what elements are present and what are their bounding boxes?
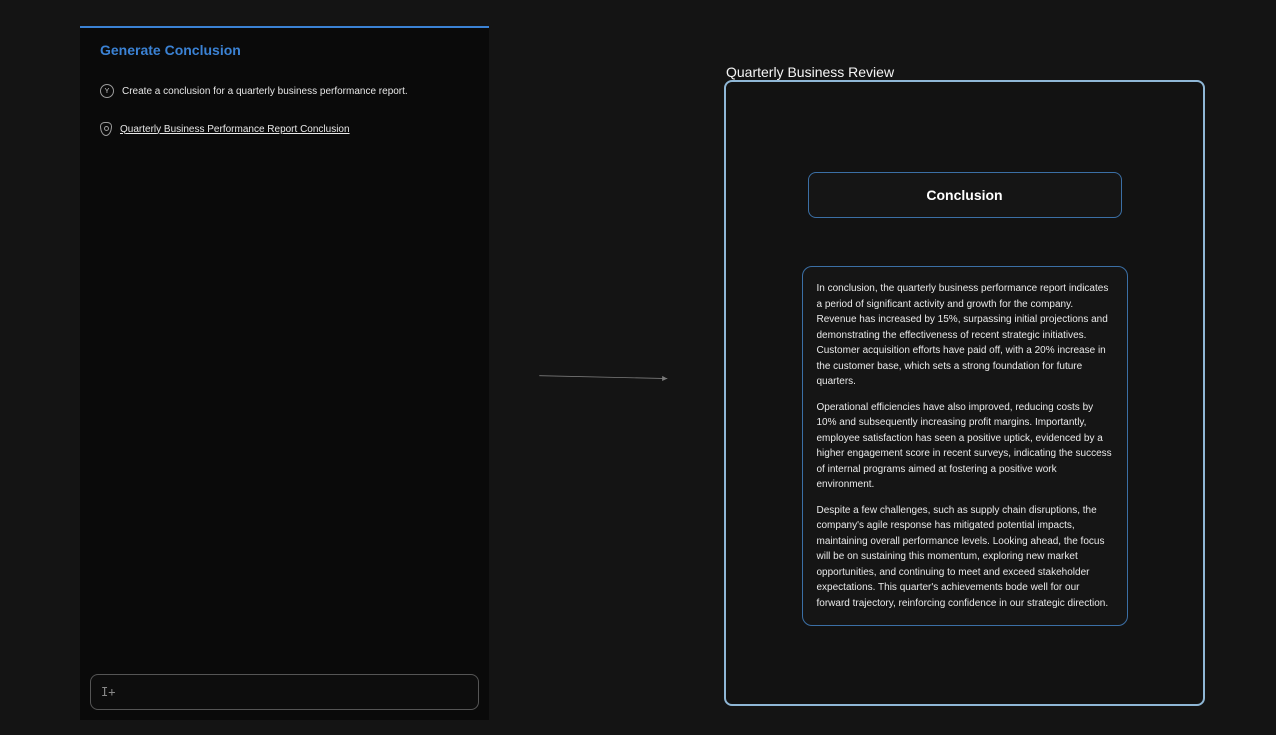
- panel-title: Generate Conclusion: [80, 28, 489, 66]
- conclusion-paragraph: Operational efficiencies have also impro…: [817, 400, 1113, 493]
- output-panel: Conclusion In conclusion, the quarterly …: [724, 80, 1205, 706]
- generate-conclusion-panel: Generate Conclusion Y Create a conclusio…: [80, 26, 489, 720]
- assistant-message-row[interactable]: Quarterly Business Performance Report Co…: [100, 110, 469, 148]
- conclusion-heading: Conclusion: [808, 172, 1122, 218]
- user-message-row: Y Create a conclusion for a quarterly bu…: [100, 72, 469, 110]
- assistant-message-text[interactable]: Quarterly Business Performance Report Co…: [120, 124, 350, 135]
- chat-input[interactable]: I+: [90, 674, 479, 710]
- conclusion-paragraph: In conclusion, the quarterly business pe…: [817, 281, 1113, 390]
- user-icon: Y: [100, 84, 114, 98]
- message-list: Y Create a conclusion for a quarterly bu…: [80, 66, 489, 674]
- user-message-text: Create a conclusion for a quarterly busi…: [122, 86, 408, 97]
- flow-arrow-icon: [490, 374, 720, 382]
- conclusion-paragraph: Despite a few challenges, such as supply…: [817, 503, 1113, 612]
- input-placeholder-text: I+: [101, 685, 115, 699]
- location-pin-icon: [100, 122, 112, 136]
- output-title: Quarterly Business Review: [726, 64, 894, 80]
- conclusion-body: In conclusion, the quarterly business pe…: [802, 266, 1128, 626]
